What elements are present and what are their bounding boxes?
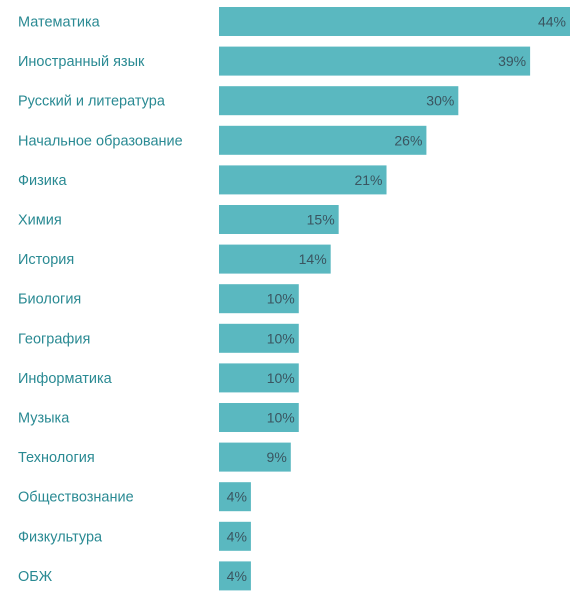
bar — [219, 7, 570, 36]
bar — [219, 165, 387, 195]
bar — [219, 205, 339, 234]
category-label: Химия — [18, 213, 62, 229]
value-label: 9% — [267, 449, 287, 465]
category-label: Музыка — [18, 411, 70, 427]
bar — [219, 521, 251, 551]
category-label: Математика — [18, 15, 101, 31]
value-label: 4% — [227, 528, 247, 544]
category-label: Физика — [18, 173, 68, 189]
value-label: 26% — [394, 132, 422, 148]
category-label: Физкультура — [18, 529, 103, 545]
value-label: 39% — [498, 53, 526, 69]
value-label: 10% — [267, 410, 295, 426]
bar — [219, 323, 299, 353]
value-label: 21% — [354, 172, 382, 188]
value-label: 10% — [267, 291, 295, 307]
bar — [219, 284, 299, 314]
bar — [219, 482, 251, 512]
category-label: История — [18, 252, 74, 268]
category-label: Иностранный язык — [18, 54, 145, 70]
value-label: 15% — [307, 212, 335, 228]
category-label: Биология — [18, 292, 81, 308]
value-label: 14% — [299, 251, 327, 267]
value-label: 4% — [227, 489, 247, 505]
bar — [219, 86, 459, 116]
value-label: 4% — [227, 568, 247, 584]
bar — [219, 363, 299, 393]
value-label: 10% — [267, 330, 295, 346]
value-label: 30% — [426, 93, 454, 109]
bar — [219, 561, 251, 591]
bar — [219, 403, 299, 432]
bar — [219, 125, 427, 155]
bar — [219, 442, 291, 472]
value-label: 44% — [538, 14, 566, 30]
category-label: Начальное образование — [18, 133, 183, 149]
category-label: География — [18, 331, 90, 347]
category-label: Обществознание — [18, 490, 134, 506]
bar — [219, 46, 531, 76]
bar — [219, 244, 331, 274]
value-label: 10% — [267, 370, 295, 386]
category-label: Технология — [18, 450, 95, 466]
category-label: Русский и литература — [18, 94, 166, 110]
category-label: Информатика — [18, 371, 113, 387]
category-label: ОБЖ — [18, 569, 53, 585]
